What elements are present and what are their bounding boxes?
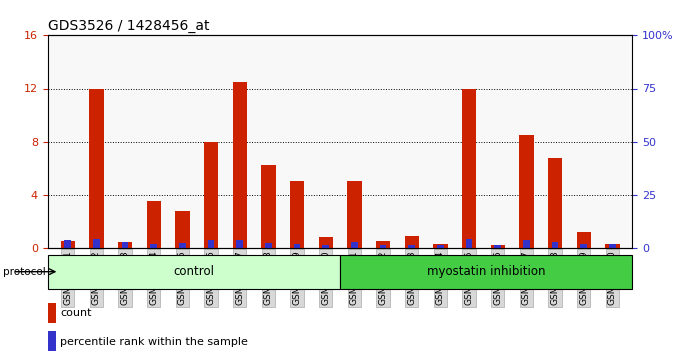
Bar bbox=[65, 240, 71, 248]
Bar bbox=[146, 201, 161, 248]
Bar bbox=[462, 88, 476, 248]
Bar bbox=[351, 242, 358, 248]
Text: protocol: protocol bbox=[3, 267, 46, 277]
Bar bbox=[318, 237, 333, 248]
Bar bbox=[581, 244, 587, 248]
Bar bbox=[437, 245, 443, 248]
Bar bbox=[294, 244, 301, 248]
Bar bbox=[548, 158, 562, 248]
Bar bbox=[376, 241, 390, 248]
Bar bbox=[208, 240, 214, 248]
Bar bbox=[347, 181, 362, 248]
Bar bbox=[93, 239, 99, 248]
Bar bbox=[433, 244, 447, 248]
Bar bbox=[179, 243, 186, 248]
Bar bbox=[577, 232, 591, 248]
Bar bbox=[150, 244, 157, 248]
Bar bbox=[523, 240, 530, 248]
Bar bbox=[490, 245, 505, 248]
Text: count: count bbox=[61, 308, 92, 318]
Bar bbox=[48, 255, 340, 289]
Bar bbox=[237, 240, 243, 248]
Bar bbox=[340, 255, 632, 289]
Bar bbox=[48, 303, 56, 323]
Bar bbox=[409, 245, 415, 248]
Bar bbox=[61, 241, 75, 248]
Bar bbox=[290, 181, 304, 248]
Text: control: control bbox=[173, 265, 214, 278]
Bar bbox=[405, 236, 419, 248]
Bar bbox=[233, 82, 247, 248]
Bar bbox=[466, 239, 472, 248]
Bar bbox=[122, 242, 129, 248]
Bar bbox=[519, 135, 534, 248]
Bar bbox=[118, 242, 132, 248]
Bar bbox=[609, 244, 615, 248]
Bar bbox=[494, 245, 501, 248]
Bar bbox=[204, 142, 218, 248]
Text: GDS3526 / 1428456_at: GDS3526 / 1428456_at bbox=[48, 19, 209, 33]
Text: myostatin inhibition: myostatin inhibition bbox=[427, 265, 545, 278]
Bar bbox=[605, 244, 619, 248]
Bar bbox=[322, 245, 329, 248]
Text: percentile rank within the sample: percentile rank within the sample bbox=[61, 337, 248, 347]
Bar bbox=[89, 88, 103, 248]
Bar bbox=[175, 211, 190, 248]
Bar bbox=[48, 331, 56, 351]
Bar bbox=[261, 166, 275, 248]
Bar bbox=[379, 245, 386, 248]
Bar bbox=[265, 243, 271, 248]
Bar bbox=[551, 242, 558, 248]
